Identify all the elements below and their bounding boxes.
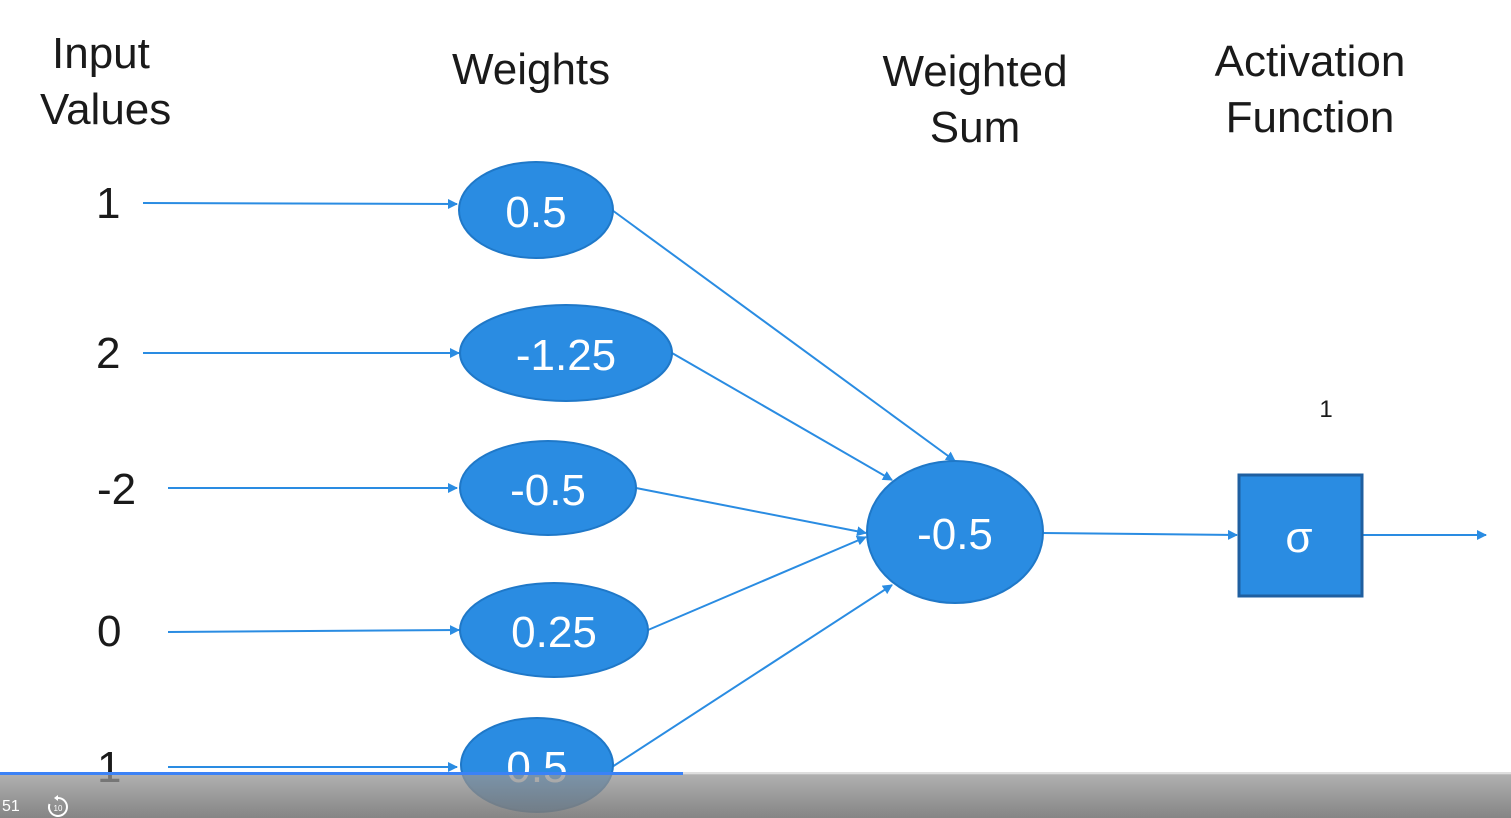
input-value: 1 [96, 179, 121, 228]
header-activation-line2: Function [1225, 93, 1395, 142]
header-weights-label: Weights [452, 45, 611, 94]
weight-node: -1.25 [459, 304, 673, 402]
header-activation-function: Activation Function [1200, 34, 1420, 146]
input-arrow [167, 625, 460, 636]
weighted-sum-node: -0.5 [866, 460, 1044, 604]
input-value: 2 [96, 329, 121, 378]
weight-arrow [611, 584, 893, 768]
video-control-bar[interactable] [0, 774, 1511, 818]
header-input-line1: Input [52, 29, 150, 78]
input-value: -2 [97, 465, 137, 514]
header-input-values: Input Values [40, 26, 171, 138]
weight-value: -0.5 [510, 466, 586, 515]
weight-arrow [671, 352, 893, 481]
sigma-symbol: σ [1285, 513, 1312, 562]
time-label: 51 [2, 798, 20, 815]
weight-arrow [611, 209, 956, 462]
weight-arrow [635, 487, 867, 537]
weight-arrow [647, 535, 867, 631]
sum-arrow [1042, 529, 1238, 540]
svg-text:10: 10 [54, 804, 63, 813]
weighted-sum-value: -0.5 [917, 510, 993, 559]
weight-value: 0.5 [505, 188, 566, 237]
weight-node: 0.25 [459, 582, 649, 678]
activation-box: σ [1237, 473, 1364, 598]
replay-10-icon[interactable]: 10 [46, 795, 70, 818]
header-weights: Weights [452, 42, 610, 98]
weight-value: -1.25 [516, 331, 616, 380]
input-value: 0 [97, 607, 122, 656]
header-weighted-sum: Weighted Sum [870, 44, 1080, 156]
weight-node: -0.5 [459, 440, 637, 536]
header-activation-line1: Activation [1214, 37, 1406, 86]
header-sum-line2: Sum [929, 103, 1021, 152]
input-arrow [142, 198, 458, 209]
header-sum-line1: Weighted [882, 47, 1068, 96]
progress-fill [0, 772, 683, 775]
header-input-line2: Values [40, 85, 172, 134]
progress-bar[interactable] [0, 772, 1511, 775]
weight-node: 0.5 [458, 161, 614, 259]
activation-superscript: 1 [1319, 396, 1332, 423]
weight-value: 0.25 [511, 608, 597, 657]
